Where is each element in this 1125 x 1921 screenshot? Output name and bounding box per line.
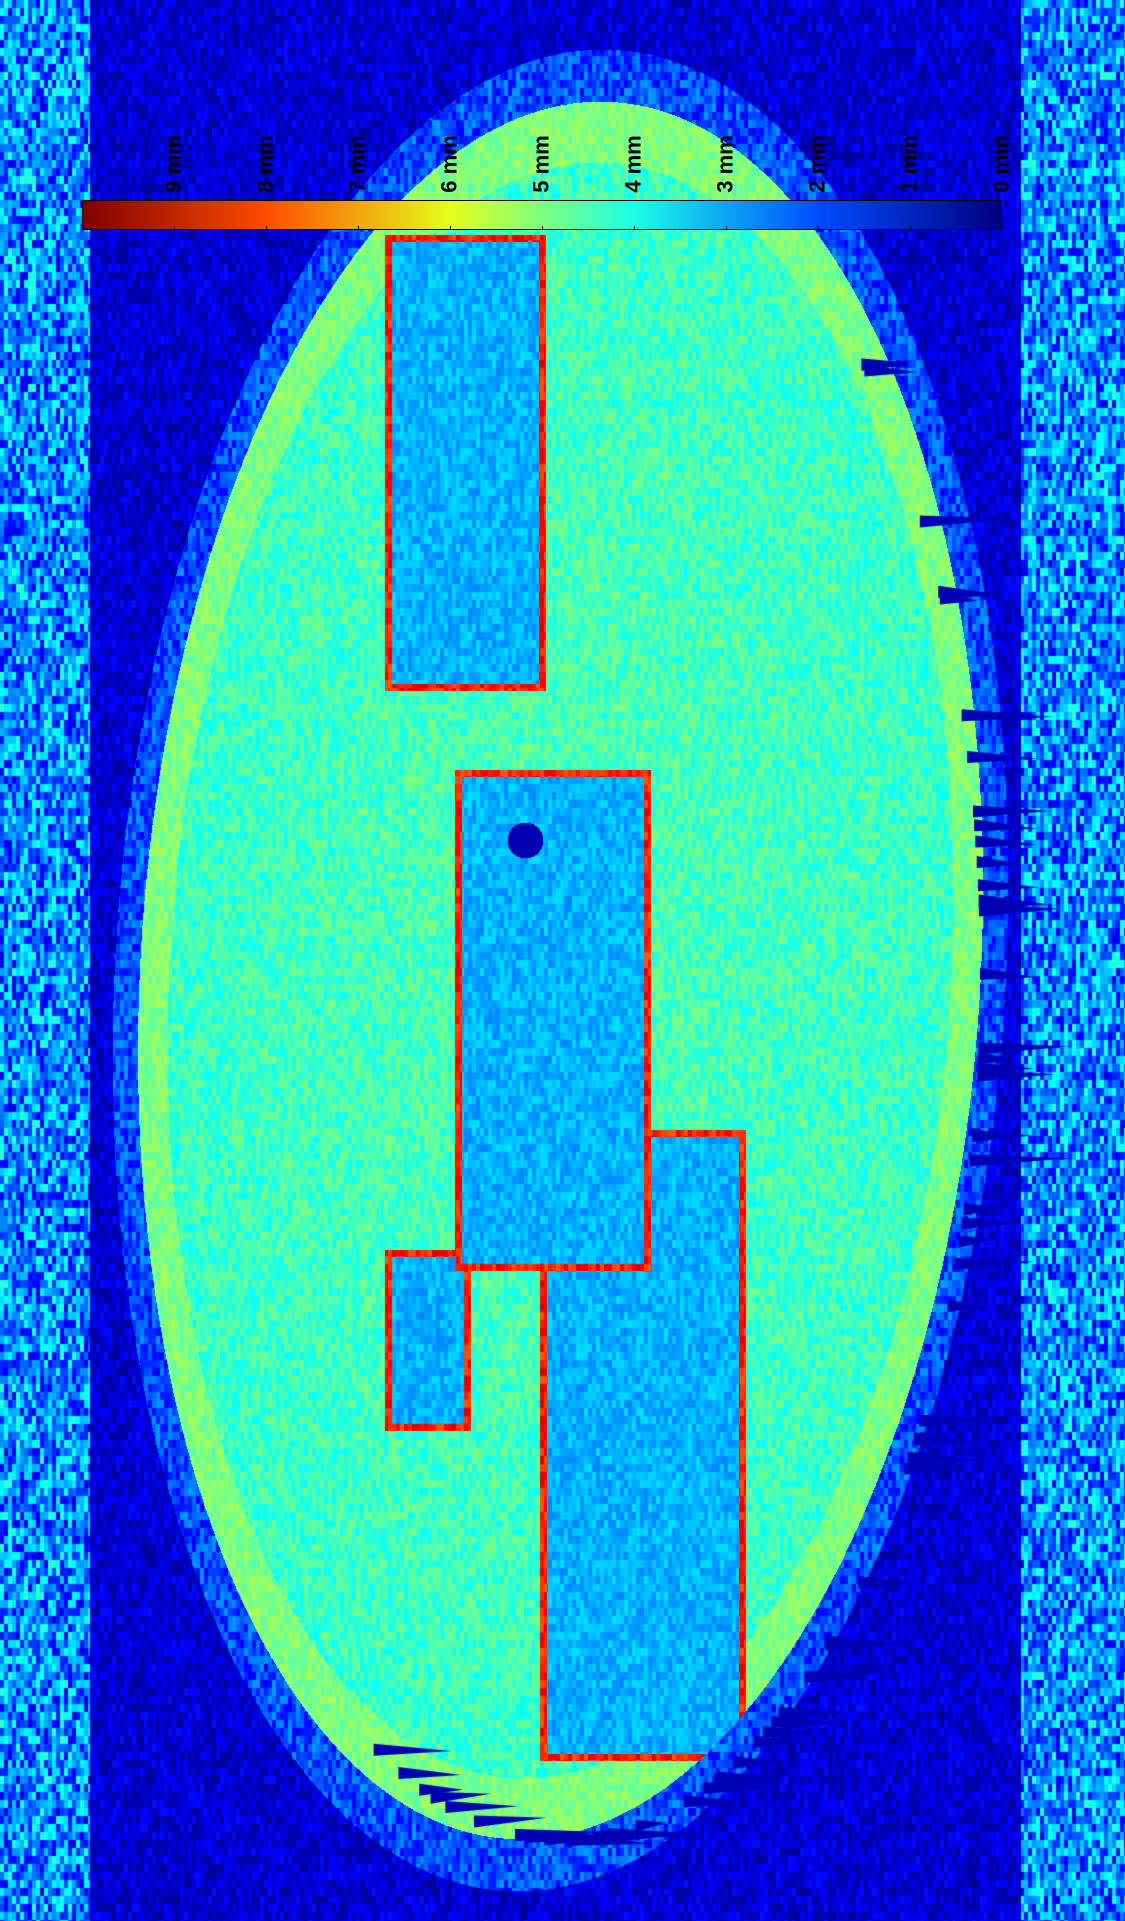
colorbar-tick-mark (634, 226, 635, 230)
colorbar-tick-mark (910, 226, 911, 230)
colorbar-tick-mark (818, 226, 819, 230)
colorbar-tick-mark (358, 226, 359, 230)
colorbar-tick-mark (174, 226, 175, 230)
colorbar-tick-mark (726, 226, 727, 230)
colorbar-tick-mark (450, 226, 451, 230)
colorbar-tick-mark (266, 226, 267, 230)
colorbar-tick-mark (1002, 226, 1003, 230)
colorbar-tick-mark (542, 226, 543, 230)
